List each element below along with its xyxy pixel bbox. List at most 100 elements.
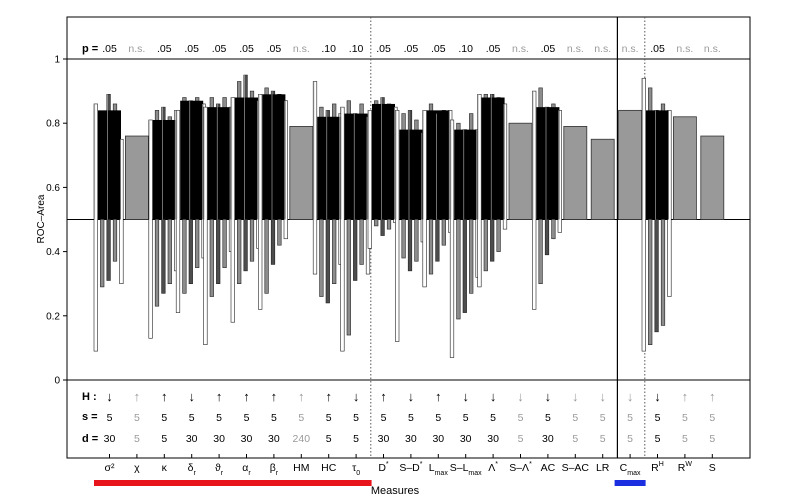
spread-bar (532, 90, 537, 310)
h-direction: ↑ (380, 389, 387, 404)
group-bar (94, 480, 372, 486)
p-value: .05 (267, 43, 282, 55)
category-label: χ (134, 462, 140, 474)
d-value: 5 (518, 433, 524, 445)
category-label: D* (378, 461, 389, 474)
p-value: .05 (650, 43, 665, 55)
s-value: 5 (107, 412, 113, 424)
p-value: .05 (157, 43, 172, 55)
h-direction: ↓ (572, 389, 579, 404)
p-row-label: p = (82, 43, 98, 55)
spread-bar (340, 106, 345, 352)
median-bar (618, 109, 642, 220)
spread-bar (477, 94, 482, 288)
h-direction: ↓ (106, 389, 113, 404)
p-value: .05 (239, 43, 254, 55)
h-row-label: H : (82, 391, 97, 403)
d-value: 5 (353, 433, 359, 445)
h-direction: ↑ (134, 389, 141, 404)
s-value: 5 (134, 412, 140, 424)
p-value: .10 (321, 43, 336, 55)
category-label: AC (541, 462, 556, 474)
p-value: .05 (184, 43, 199, 55)
median-bar (454, 129, 478, 220)
d-value: 5 (627, 433, 633, 445)
h-direction: ↓ (627, 389, 634, 404)
spread-bar (641, 77, 646, 352)
h-direction: ↓ (408, 389, 415, 404)
h-direction: ↑ (243, 389, 250, 404)
d-value: 30 (241, 433, 253, 445)
y-tick-label: 0.6 (46, 183, 60, 194)
p-value: n.s. (567, 43, 584, 55)
y-tick-label: 0 (54, 376, 60, 387)
y-tick-label: 1 (54, 55, 60, 66)
spread-bar (395, 110, 400, 342)
median-bar (262, 94, 286, 220)
s-value: 5 (161, 412, 167, 424)
d-value: 5 (655, 433, 661, 445)
h-direction: ↑ (709, 389, 716, 404)
category-label: κ (162, 462, 168, 474)
spread-bar (148, 119, 153, 339)
p-value: .05 (541, 43, 556, 55)
s-row-label: s = (82, 411, 98, 423)
s-value: 5 (271, 412, 277, 424)
group-bar (614, 480, 646, 486)
median-bar (646, 110, 669, 220)
median-bar (98, 110, 121, 220)
d-value: 30 (460, 433, 472, 445)
median-bar (481, 97, 505, 220)
p-value: .05 (404, 43, 419, 55)
d-value: 5 (134, 433, 140, 445)
s-value: 5 (216, 412, 222, 424)
p-value: .10 (458, 43, 473, 55)
s-value: 5 (655, 412, 661, 424)
median-bar (207, 107, 231, 220)
y-tick-label: 0.8 (46, 119, 60, 130)
p-value: n.s. (622, 43, 639, 55)
p-value: .05 (376, 43, 391, 55)
median-bar (399, 129, 423, 220)
y-tick-label: 0.2 (46, 311, 60, 322)
d-value: 5 (600, 433, 606, 445)
h-direction: ↑ (161, 389, 168, 404)
p-value: .05 (486, 43, 501, 55)
h-direction: ↑ (435, 389, 442, 404)
d-value: 30 (378, 433, 390, 445)
median-bar (317, 116, 341, 220)
p-value: n.s. (594, 43, 611, 55)
median-bar (125, 135, 149, 220)
spread-bar (456, 122, 461, 320)
h-direction: ↓ (517, 389, 524, 404)
chart-frame (66, 16, 751, 459)
p-value: n.s. (676, 43, 693, 55)
s-value: 5 (572, 412, 578, 424)
spread-bar (449, 119, 455, 358)
s-value: 5 (709, 412, 715, 424)
y-tick-label: 0.4 (46, 247, 60, 258)
d-value: 30 (268, 433, 280, 445)
s-value: 5 (682, 412, 688, 424)
p-value: .05 (102, 43, 117, 55)
category-label: S (709, 462, 716, 474)
s-value: 5 (298, 412, 304, 424)
category-label: LR (596, 462, 610, 474)
category-label: ϑr (215, 462, 224, 477)
h-direction: ↑ (216, 389, 223, 404)
h-direction: ↓ (188, 389, 195, 404)
spread-bar (93, 103, 98, 352)
d-value: 5 (572, 433, 578, 445)
d-value: 30 (213, 433, 225, 445)
d-value: 240 (293, 433, 311, 445)
s-value: 5 (353, 412, 359, 424)
category-label: HM (293, 462, 309, 474)
median-bar (372, 103, 395, 220)
p-value: n.s. (128, 43, 145, 55)
s-value: 5 (463, 412, 469, 424)
spread-bar (230, 97, 235, 323)
category-label: Lmax (429, 462, 449, 477)
d-value: 5 (161, 433, 167, 445)
spread-bar (422, 110, 427, 288)
